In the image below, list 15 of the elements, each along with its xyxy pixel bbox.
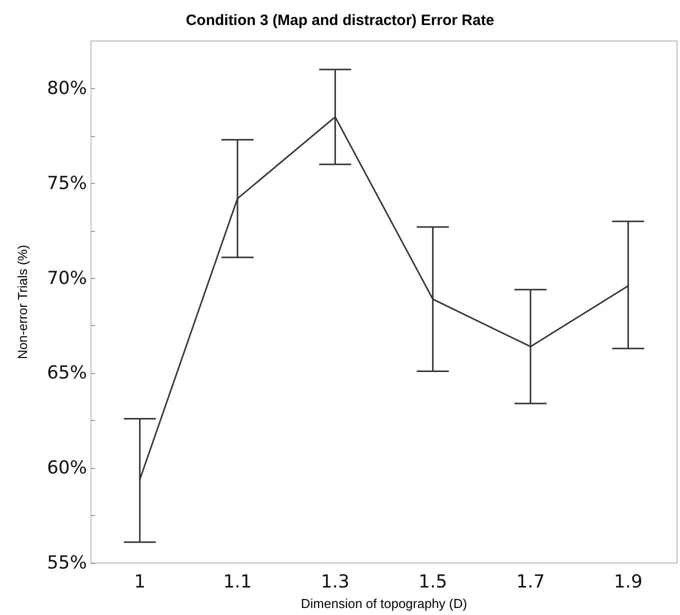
y-tick-label: 65% xyxy=(46,362,87,384)
y-tick-label: 60% xyxy=(46,458,87,479)
x-tick-label: 1.7 xyxy=(516,572,545,592)
y-tick-label: 75% xyxy=(46,172,87,194)
x-tick-label: 1.5 xyxy=(418,572,448,592)
x-tick-label: 1.1 xyxy=(223,572,252,592)
y-tick-label: 70% xyxy=(46,268,87,289)
y-axis-title: Non-error Trials (%) xyxy=(15,244,30,360)
x-axis-title: Dimension of topography (D) xyxy=(300,596,468,611)
y-tick-label: 55% xyxy=(46,552,87,574)
chart-title: Condition 3 (Map and distractor) Error Rate xyxy=(186,12,494,29)
x-tick-label: 1.9 xyxy=(614,572,642,592)
y-tick-label: 80% xyxy=(46,78,87,99)
x-tick-label: 1 xyxy=(134,572,146,592)
x-tick-label: 1.3 xyxy=(320,572,350,592)
